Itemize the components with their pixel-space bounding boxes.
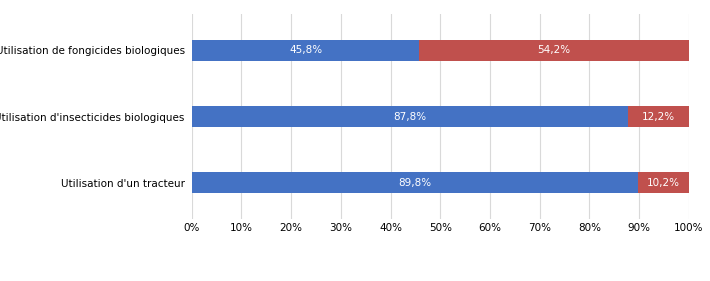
Bar [192,40,420,61]
Text: 87,8%: 87,8% [393,112,427,122]
Bar [638,172,689,193]
Text: 89,8%: 89,8% [398,178,432,188]
Bar [628,106,689,127]
Text: 45,8%: 45,8% [289,46,322,55]
Bar [192,106,628,127]
Text: 54,2%: 54,2% [537,46,571,55]
Bar [192,172,638,193]
Bar [420,40,689,61]
Text: 12,2%: 12,2% [642,112,675,122]
Text: 10,2%: 10,2% [647,178,680,188]
